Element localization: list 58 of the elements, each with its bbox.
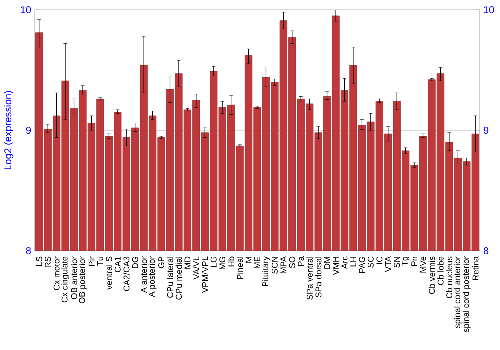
- x-tick-label: SC: [368, 256, 374, 268]
- x-tick-label: Cx cingulate: [62, 256, 70, 303]
- y-axis-title: Log2 (expression): [4, 91, 14, 170]
- x-tick-label: Pa: [298, 256, 304, 266]
- x-tick-label: IC: [376, 256, 383, 264]
- x-tick-label: CPu lateral: [167, 257, 174, 298]
- x-tick-label: SPa ventral: [306, 257, 313, 300]
- x-tick-label: Arc: [342, 256, 348, 270]
- x-tick-label: SCN: [272, 257, 278, 274]
- x-tick-label: Pn: [412, 257, 418, 266]
- x-tick-label: VTA: [385, 256, 392, 272]
- x-tick-label: CPu medial: [176, 257, 182, 300]
- x-tick-label: Tu: [97, 257, 104, 266]
- x-tick-label: Cb lobe: [438, 256, 444, 286]
- x-tick-label: M: [246, 257, 252, 263]
- x-tick-label: MG: [220, 257, 226, 270]
- x-tick-label: LH: [350, 257, 356, 267]
- x-tick-label: Pineal: [236, 257, 244, 280]
- x-tick-label: Cb vermis: [428, 256, 436, 294]
- x-tick-label: ME: [254, 256, 260, 268]
- x-tick-label: VA/VL: [193, 256, 200, 280]
- x-tick-label: GP: [158, 256, 165, 268]
- x-tick-label: Hb: [228, 256, 234, 267]
- x-tick-label: RS: [45, 256, 52, 268]
- y-tick-label: 10: [21, 6, 32, 14]
- x-tick-label: SPa dorsal: [315, 257, 322, 298]
- x-tick-label: SO: [289, 256, 296, 268]
- x-tick-label: MVe: [420, 256, 426, 273]
- x-tick-label: CA2/CA3: [124, 256, 130, 292]
- x-tick-label: MD: [184, 256, 191, 269]
- x-tick-label: DG: [132, 257, 138, 268]
- y2-tick-label: 8: [484, 247, 489, 255]
- y2-tick-label: 10: [484, 6, 494, 14]
- x-tick-label: VMH: [333, 257, 339, 276]
- x-tick-label: Tg: [402, 256, 410, 266]
- y-tick-label: 9: [26, 126, 32, 134]
- x-tick-label: ventral S: [106, 256, 112, 290]
- x-tick-label: Cb nucleus: [446, 256, 453, 298]
- x-tick-label: MPA: [280, 256, 287, 274]
- x-tick-label: Pir: [88, 256, 95, 266]
- x-tick-label: A anterior: [140, 256, 148, 294]
- x-tick-label: CA1: [114, 256, 121, 272]
- x-tick-label: Pituitary: [262, 256, 270, 286]
- x-tick-label: SN: [394, 257, 400, 268]
- x-tick-label: DM: [324, 257, 330, 269]
- x-tick-label: OB anterior: [71, 256, 78, 300]
- y2-tick-label: 9: [484, 126, 489, 134]
- x-tick-label: Cx motor: [54, 256, 60, 290]
- x-tick-label: VPM/VPL: [202, 256, 208, 294]
- x-tick-label: spinal cord posterior: [462, 256, 471, 332]
- x-tick-label: spinal cord anterior: [454, 256, 462, 328]
- x-tick-label: LS: [36, 256, 42, 266]
- x-tick-label: Retina: [472, 256, 479, 280]
- y-tick-label: 8: [26, 247, 32, 255]
- x-tick-label: A posterior: [148, 256, 157, 298]
- x-tick-label: LG: [210, 257, 217, 268]
- x-tick-label: PAG: [359, 257, 366, 274]
- x-tick-label: OB posterior: [79, 256, 87, 304]
